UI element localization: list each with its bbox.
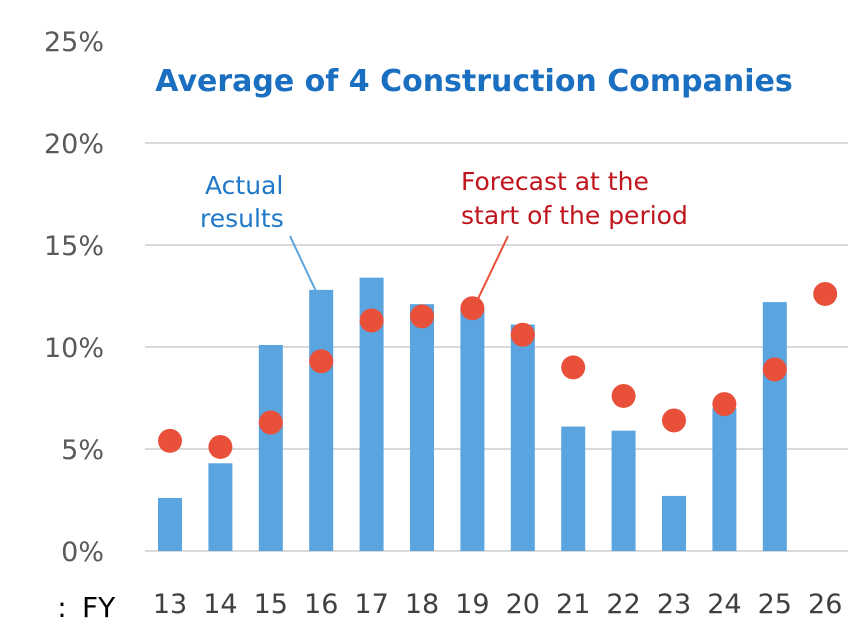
chart-title: Average of 4 Construction Companies [155, 64, 792, 99]
bar-fy16 [309, 289, 334, 551]
annotation-forecast-line2: start of the period [461, 201, 688, 230]
x-tick-label-15: 15 [254, 589, 288, 620]
forecast-dot-fy26 [813, 281, 838, 306]
forecast-dot-fy19 [460, 296, 485, 321]
x-axis-prefix: : [57, 591, 66, 624]
forecast-dot-fy18 [410, 304, 434, 329]
y-tick-label-20: 20% [44, 129, 104, 160]
forecast-dots [158, 281, 838, 459]
forecast-dot-fy15 [258, 410, 283, 435]
x-tick-label-24: 24 [707, 589, 741, 620]
bar-fy25 [762, 302, 787, 551]
bar-fy13 [158, 497, 182, 551]
bar-fy15 [258, 344, 283, 551]
annotation-actual-line2: results [200, 204, 284, 233]
bar-fy20 [510, 324, 535, 551]
x-tick-label-17: 17 [354, 589, 388, 620]
forecast-dot-fy23 [662, 408, 686, 433]
forecast-dot-fy22 [611, 383, 636, 408]
bar-fy18 [410, 304, 434, 551]
bar-fy22 [611, 430, 636, 551]
forecast-dot-fy25 [762, 357, 787, 382]
forecast-callout-line [475, 235, 509, 303]
actual-results-bars [158, 277, 787, 551]
forecast-dot-fy13 [158, 428, 182, 453]
y-tick-label-0: 0% [61, 537, 104, 568]
y-tick-label-15: 15% [44, 231, 104, 262]
x-tick-label-16: 16 [304, 589, 338, 620]
bar-fy24 [712, 408, 737, 551]
y-tick-label-10: 10% [44, 333, 104, 364]
x-tick-label-20: 20 [506, 589, 540, 620]
annotation-actual-line1: Actual [205, 171, 283, 200]
bar-fy23 [662, 495, 686, 551]
x-tick-label-18: 18 [405, 589, 439, 620]
forecast-dot-fy14 [208, 434, 233, 459]
x-tick-label-23: 23 [657, 589, 691, 620]
y-tick-label-5: 5% [61, 435, 104, 466]
x-tick-label-14: 14 [203, 589, 237, 620]
forecast-dot-fy20 [510, 322, 535, 347]
callout-lines [289, 235, 509, 303]
y-tick-label-25: 25% [44, 27, 104, 58]
forecast-dot-fy24 [712, 392, 737, 417]
forecast-dot-fy16 [309, 349, 334, 374]
annotation-forecast-line1: Forecast at the [461, 167, 649, 196]
bar-fy14 [208, 463, 233, 551]
x-tick-label-21: 21 [556, 589, 590, 620]
x-axis-ticks: 13 14 15 16 17 18 19 20 21 22 23 24 25 26 [153, 589, 843, 620]
bar-fy19 [460, 308, 485, 551]
y-axis-ticks: 0% 5% 10% 15% 20% 25% [44, 27, 104, 568]
x-tick-label-19: 19 [455, 589, 489, 620]
x-tick-label-22: 22 [606, 589, 640, 620]
bar-fy21 [561, 426, 586, 551]
forecast-dot-fy17 [359, 308, 384, 333]
x-axis-label: FY [82, 591, 116, 624]
x-tick-label-13: 13 [153, 589, 187, 620]
actual-callout-line [289, 235, 319, 295]
x-tick-label-25: 25 [758, 589, 792, 620]
forecast-dot-fy21 [561, 355, 586, 380]
x-tick-label-26: 26 [808, 589, 842, 620]
